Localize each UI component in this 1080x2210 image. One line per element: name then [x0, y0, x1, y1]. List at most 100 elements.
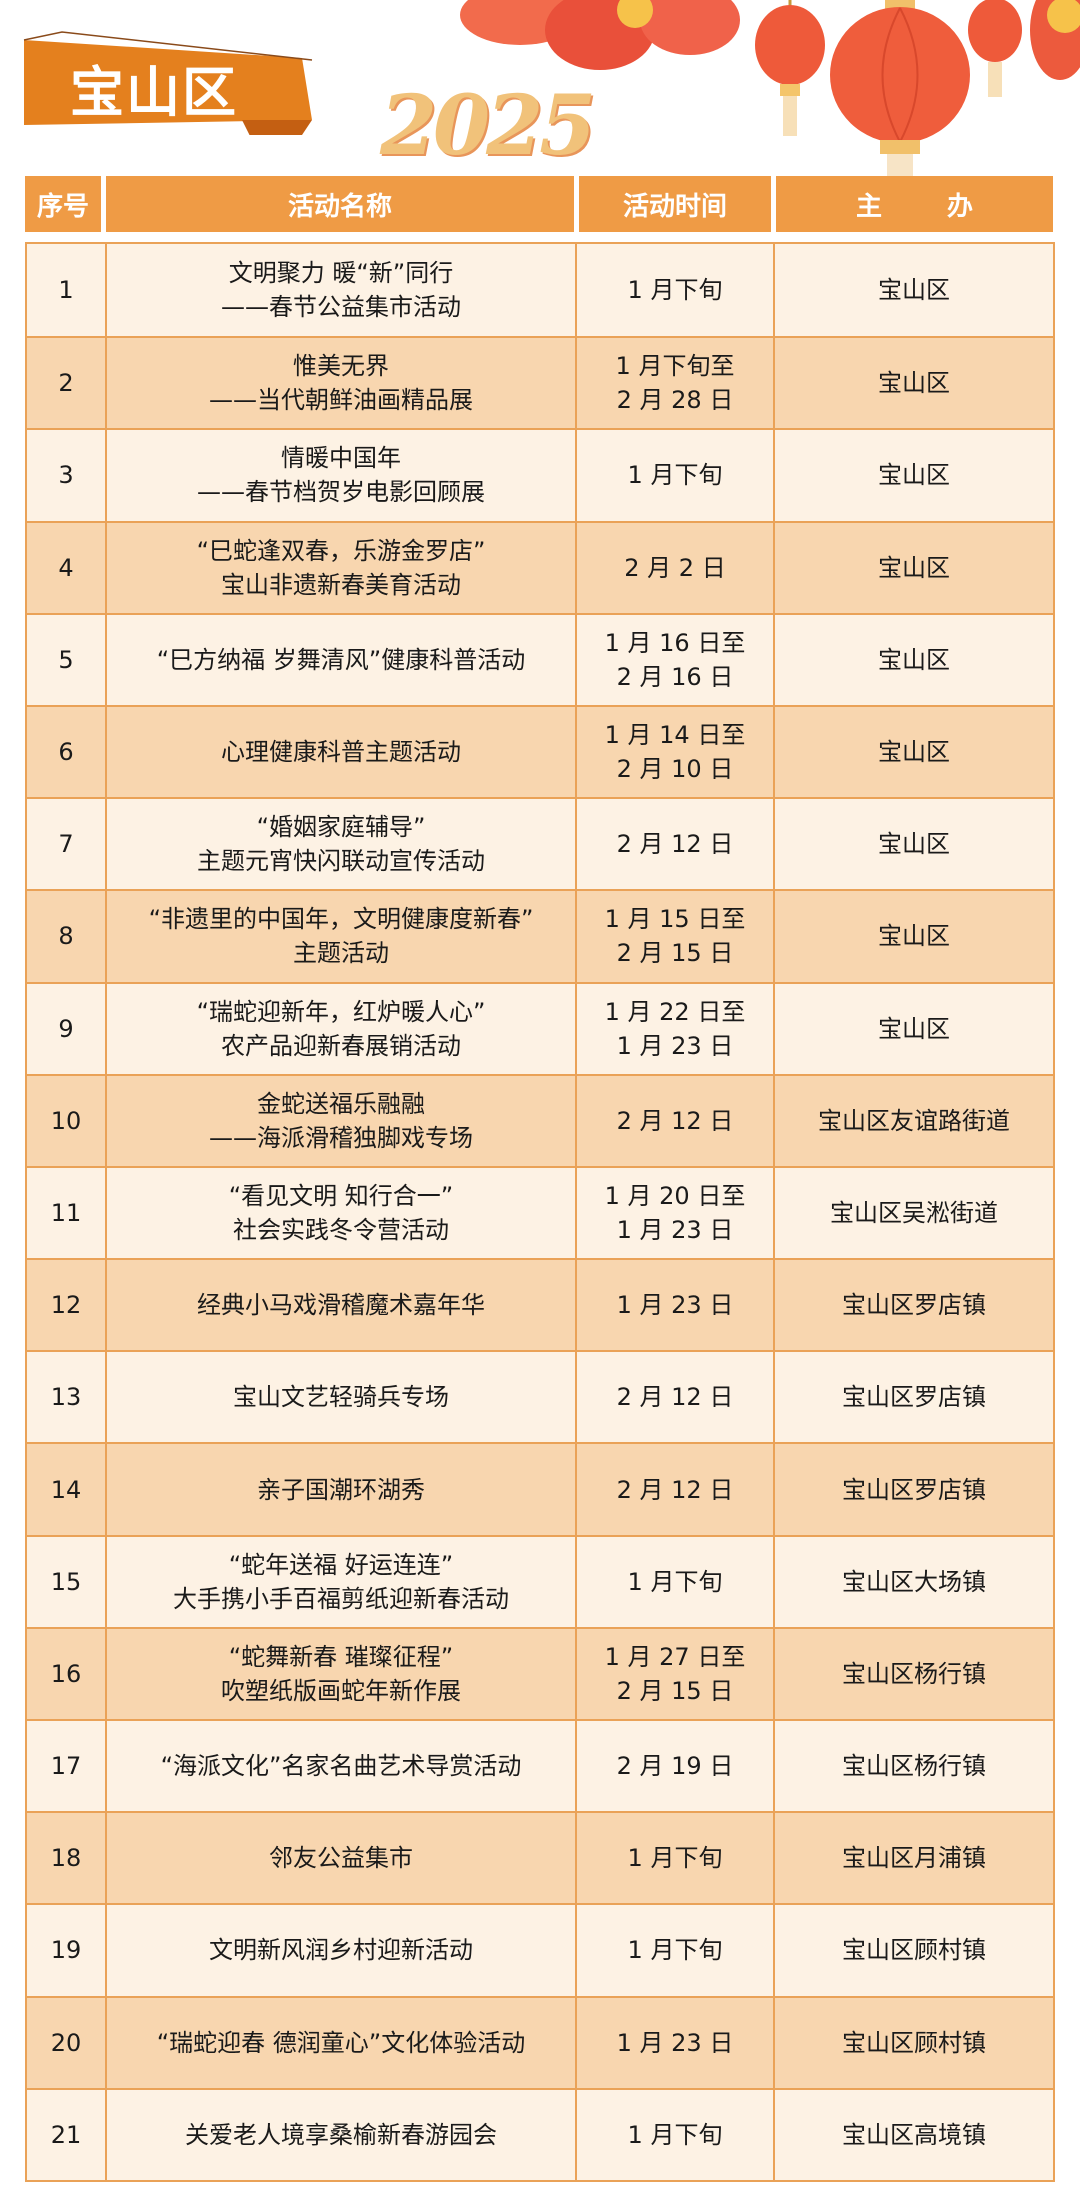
- header-host: 主 办: [776, 176, 1053, 232]
- table-row: 5 “巳方纳福 岁舞清风”健康科普活动 1 月 16 日至 2 月 16 日宝山区: [27, 612, 1053, 705]
- activity-name: “海派文化”名家名曲艺术导赏活动: [105, 1721, 575, 1812]
- table-row: 15 “蛇年送福 好运连连” 大手携小手百福剪纸迎新春活动 1 月下旬 宝山区大场镇: [27, 1534, 1053, 1627]
- activity-host: 宝山区罗店镇: [773, 1352, 1053, 1443]
- row-index: 18: [50, 1844, 82, 1873]
- header-activity-name: 活动名称: [106, 176, 574, 232]
- activity-host: 宝山区: [773, 430, 1053, 521]
- table-row: 18 邻友公益集市 1 月下旬 宝山区月浦镇: [27, 1811, 1053, 1904]
- activity-name: “瑞蛇迎春 德润童心”文化体验活动: [105, 1997, 575, 2088]
- activity-time: 1 月下旬: [575, 1905, 773, 1996]
- activity-time: 1 月 20 日至 1 月 23 日: [575, 1167, 773, 1259]
- activity-name: 文明聚力 暖“新”同行 ——春节公益集市活动: [105, 244, 575, 337]
- cloud-flower-decoration: [460, 0, 1080, 80]
- activity-name: 经典小马戏滑稽魔术嘉年华: [105, 1260, 575, 1351]
- activity-time: 2 月 12 日: [575, 1352, 773, 1443]
- activity-host: 宝山区月浦镇: [773, 1813, 1053, 1904]
- lantern-decoration: [460, 0, 1080, 180]
- activity-time: 2 月 12 日: [575, 799, 773, 890]
- activity-host: 宝山区: [773, 244, 1053, 337]
- row-index: 17: [50, 1752, 82, 1781]
- row-index: 14: [50, 1475, 82, 1504]
- activity-host: 宝山区杨行镇: [773, 1628, 1053, 1719]
- row-index: 16: [50, 1659, 82, 1688]
- activity-name: “瑞蛇迎新年，红炉暖人心” 农产品迎新春展销活动: [105, 983, 575, 1074]
- activity-name: 惟美无界 ——当代朝鲜油画精品展: [105, 338, 575, 429]
- table-row: 21 关爱老人境享桑榆新春游园会 1 月下旬 宝山区高境镇: [27, 2087, 1053, 2180]
- activity-name: “非遗里的中国年，文明健康度新春” 主题活动: [105, 891, 575, 982]
- table-row: 17 “海派文化”名家名曲艺术导赏活动 2 月 19 日宝山区杨行镇: [27, 1719, 1053, 1812]
- activity-time: 1 月 23 日: [575, 1260, 773, 1351]
- activity-host: 宝山区吴淞街道: [773, 1167, 1053, 1259]
- activity-host: 宝山区: [773, 891, 1053, 982]
- header-activity-time: 活动时间: [579, 176, 771, 232]
- row-index: 9: [58, 1014, 74, 1043]
- table-row: 1 文明聚力 暖“新”同行 ——春节公益集市活动 1 月下旬 宝山区: [27, 244, 1053, 337]
- lantern-right-icon: [968, 0, 1022, 97]
- year-2025-logo: 2025: [380, 78, 596, 174]
- row-index: 10: [50, 1106, 82, 1135]
- table-row: 19 文明新风润乡村迎新活动 1 月下旬 宝山区顾村镇: [27, 1903, 1053, 1996]
- row-index: 13: [50, 1383, 82, 1412]
- activity-table: 1 文明聚力 暖“新”同行 ——春节公益集市活动 1 月下旬 宝山区 2 惟美无界 ——当…: [25, 242, 1055, 2182]
- activity-host: 宝山区: [773, 338, 1053, 429]
- activity-name: “看见文明 知行合一” 社会实践冬令营活动: [105, 1167, 575, 1259]
- activity-time: 2 月 19 日: [575, 1721, 773, 1812]
- activity-name: 宝山文艺轻骑兵专场: [105, 1352, 575, 1443]
- activity-host: 宝山区: [773, 706, 1053, 798]
- table-row: 9 “瑞蛇迎新年，红炉暖人心” 农产品迎新春展销活动 1 月 22 日至 1 月 2…: [27, 981, 1053, 1074]
- district-title: 宝山区: [70, 61, 238, 124]
- activity-host: 宝山区: [773, 522, 1053, 613]
- activity-name: “婚姻家庭辅导” 主题元宵快闪联动宣传活动: [105, 799, 575, 890]
- activity-name: 文明新风润乡村迎新活动: [105, 1905, 575, 1996]
- row-index: 5: [58, 645, 74, 674]
- row-index: 15: [50, 1567, 82, 1596]
- activity-time: 1 月 22 日至 1 月 23 日: [575, 983, 773, 1074]
- activity-name: “巳方纳福 岁舞清风”健康科普活动: [105, 614, 575, 705]
- activity-host: 宝山区: [773, 983, 1053, 1074]
- table-row: 14 亲子国潮环湖秀 2 月 12 日宝山区罗店镇: [27, 1442, 1053, 1535]
- lantern-large-icon: [830, 0, 970, 180]
- activity-time: 1 月 15 日至 2 月 15 日: [575, 891, 773, 982]
- activity-host: 宝山区罗店镇: [773, 1444, 1053, 1535]
- lantern-small-icon: [755, 0, 825, 136]
- table-row: 16 “蛇舞新春 璀璨征程” 吹塑纸版画蛇年新作展 1 月 27 日至 2 月 15…: [27, 1626, 1053, 1719]
- table-row: 4 “巳蛇逢双春，乐游金罗店” 宝山非遗新春美育活动 2 月 2 日宝山区: [27, 520, 1053, 613]
- activity-host: 宝山区大场镇: [773, 1536, 1053, 1627]
- activity-name: “蛇年送福 好运连连” 大手携小手百福剪纸迎新春活动: [105, 1536, 575, 1627]
- row-index: 19: [50, 1936, 82, 1965]
- activity-time: 1 月下旬至 2 月 28 日: [575, 338, 773, 429]
- table-row: 3 情暖中国年 ——春节档贺岁电影回顾展 1 月下旬 宝山区: [27, 428, 1053, 521]
- table-row: 8 “非遗里的中国年，文明健康度新春” 主题活动 1 月 15 日至 2 月 15 …: [27, 889, 1053, 982]
- activity-time: 2 月 12 日: [575, 1075, 773, 1166]
- activity-name: 关爱老人境享桑榆新春游园会: [105, 2089, 575, 2180]
- row-index: 7: [58, 830, 74, 859]
- header-index: 序号: [25, 176, 101, 232]
- activity-time: 1 月下旬: [575, 430, 773, 521]
- activity-name: “巳蛇逢双春，乐游金罗店” 宝山非遗新春美育活动: [105, 522, 575, 613]
- activity-time: 1 月下旬: [575, 2089, 773, 2180]
- table-header: 序号 活动名称 活动时间 主 办: [25, 176, 1053, 232]
- row-index: 4: [58, 553, 74, 582]
- activity-host: 宝山区友谊路街道: [773, 1075, 1053, 1166]
- activity-time: 1 月下旬: [575, 1536, 773, 1627]
- row-index: 6: [58, 738, 74, 767]
- activity-name: 心理健康科普主题活动: [105, 706, 575, 798]
- row-index: 21: [50, 2120, 82, 2149]
- activity-name: “蛇舞新春 璀璨征程” 吹塑纸版画蛇年新作展: [105, 1628, 575, 1719]
- activity-host: 宝山区顾村镇: [773, 1997, 1053, 2088]
- table-row: 20 “瑞蛇迎春 德润童心”文化体验活动 1 月 23 日宝山区顾村镇: [27, 1995, 1053, 2088]
- row-index: 11: [50, 1198, 82, 1227]
- activity-time: 2 月 2 日: [575, 522, 773, 613]
- row-index: 12: [50, 1291, 82, 1320]
- table-row: 10 金蛇送福乐融融 ——海派滑稽独脚戏专场 2 月 12 日宝山区友谊路街道: [27, 1073, 1053, 1166]
- activity-host: 宝山区: [773, 799, 1053, 890]
- activity-time: 1 月 16 日至 2 月 16 日: [575, 614, 773, 705]
- activity-time: 1 月下旬: [575, 244, 773, 337]
- row-index: 1: [58, 276, 74, 305]
- activity-host: 宝山区罗店镇: [773, 1260, 1053, 1351]
- activity-name: 情暖中国年 ——春节档贺岁电影回顾展: [105, 430, 575, 521]
- row-index: 8: [58, 922, 74, 951]
- activity-time: 1 月 23 日: [575, 1997, 773, 2088]
- activity-name: 邻友公益集市: [105, 1813, 575, 1904]
- activity-time: 2 月 12 日: [575, 1444, 773, 1535]
